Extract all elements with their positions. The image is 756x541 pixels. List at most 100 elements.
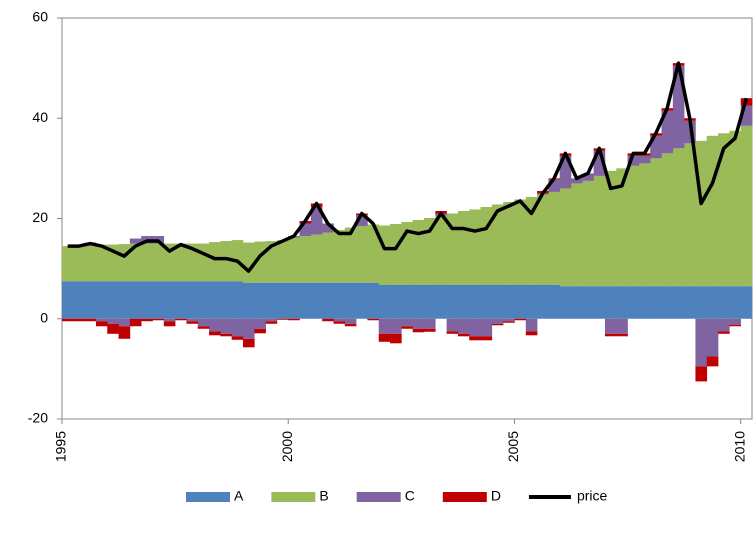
bar-segment [423,217,436,285]
bar-segment [254,241,266,283]
bar-segment [401,284,413,319]
y-tick-label: -20 [28,410,48,426]
bar-segment [118,281,131,319]
bar-segment [220,318,232,334]
legend-swatch [271,492,316,502]
bar-segment [480,318,493,337]
y-tick-label: 40 [32,109,48,125]
bar-segment [220,241,232,282]
bar-segment [401,222,413,285]
bar-segment [62,281,74,319]
bar-segment [469,336,481,341]
bar-segment [457,284,470,319]
bar-segment [446,318,459,332]
bar-segment [175,318,187,321]
bar-segment [141,318,153,322]
bar-segment [548,284,561,319]
bar-segment [672,65,685,149]
x-tick-label: 2010 [731,431,747,462]
bar-segment [446,331,459,334]
bar-segment [616,333,628,337]
bar-segment [638,155,651,164]
bar-segment [729,324,741,327]
bar-segment [480,206,493,285]
y-tick-label: 20 [32,209,48,225]
bar-segment [95,244,108,282]
bar-segment [412,220,425,285]
bar-segment [423,328,436,332]
bar-segment [175,243,187,282]
bar-segment [129,318,142,327]
bar-segment [299,282,312,319]
bar-segment [73,246,85,282]
x-tick-label: 1995 [53,431,69,462]
bar-segment [344,227,357,283]
bar-segment [299,236,312,283]
bar-segment [310,234,323,283]
bar-segment [231,281,244,319]
bar-segment [356,214,368,227]
bar-segment [627,286,640,319]
bar-segment [457,210,470,285]
bar-segment [729,318,741,325]
bar-segment [220,281,232,319]
bar-segment [356,282,368,319]
bar-segment [469,209,481,285]
bar-segment [729,130,741,287]
bar-segment [525,331,538,336]
bar-segment [514,199,527,285]
bar-segment [740,105,753,126]
bar-segment [141,243,153,282]
bar-segment [73,281,85,319]
bar-segment [446,213,459,285]
bar-segment [480,284,493,319]
bar-segment [322,282,334,319]
bar-segment [718,331,730,334]
bar-segment [242,242,255,283]
bar-segment [333,318,346,322]
bar-segment [186,281,199,319]
bar-segment [288,237,300,283]
bar-segment [604,170,617,287]
bar-segment [525,318,538,332]
bar-segment [152,243,165,282]
bar-segment [525,284,538,319]
bar-segment [593,150,606,176]
bar-segment [695,286,708,319]
bar-segment [627,155,640,166]
bar-segment [537,284,549,319]
bar-segment [740,286,753,319]
legend-label: B [319,488,328,504]
bar-segment [548,179,561,192]
bar-segment [322,318,334,322]
bar-segment [107,318,119,324]
bar-segment [491,204,504,285]
bar-segment [95,281,108,319]
bar-segment [333,230,346,283]
bar-segment [163,243,176,282]
bar-segment [152,318,165,321]
bar-segment [627,165,640,287]
bar-segment [446,284,459,319]
x-tick-label: 2005 [505,431,521,462]
legend-swatch [186,492,230,502]
bar-segment [107,323,119,334]
bar-segment [163,281,176,319]
bar-segment [514,284,527,319]
bar-segment [276,240,289,283]
bar-segment [616,318,628,334]
bar-segment [718,133,730,287]
bar-segment [209,281,221,319]
bar-segment [186,318,199,322]
bar-segment [571,286,583,319]
bar-segment [559,286,572,319]
bar-segment [288,282,300,319]
bar-segment [186,321,199,324]
bar-segment [209,318,221,332]
bar-segment [571,178,583,184]
bar-segment [310,282,323,319]
bar-segment [695,140,708,287]
bar-segment [220,333,232,337]
bar-segment [650,286,662,319]
